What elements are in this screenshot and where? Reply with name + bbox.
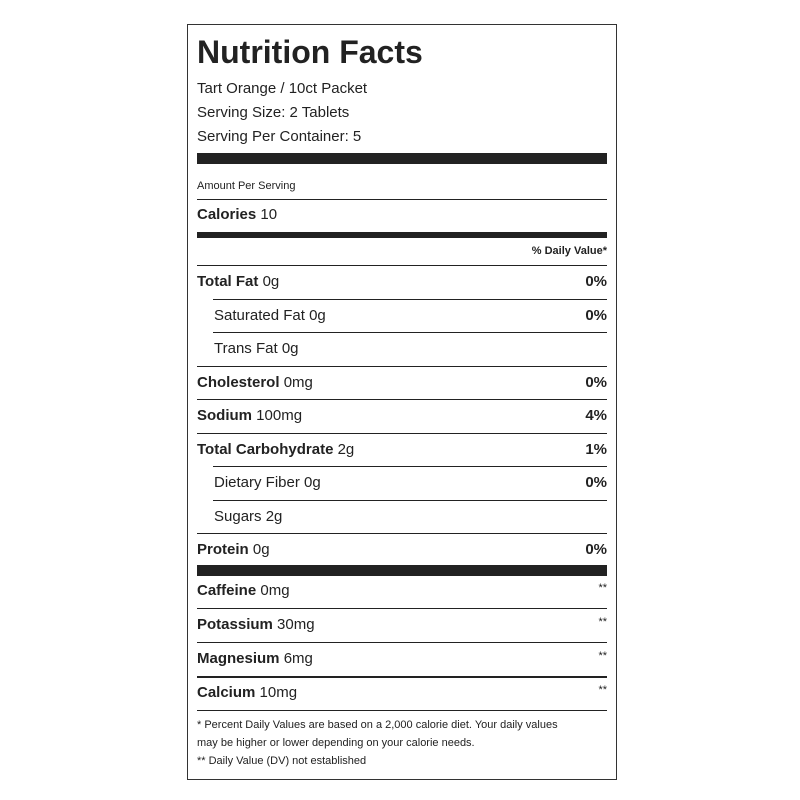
- product: Tart Orange / 10ct Packet: [197, 80, 368, 97]
- nutrient-name: Caffeine: [197, 582, 257, 599]
- serving-size: Serving Size: 2 Tablets: [197, 104, 350, 121]
- nutrient-amount: 0g: [262, 273, 280, 290]
- rule: [197, 676, 607, 678]
- nutrient-name: Calcium: [197, 684, 256, 701]
- footnote: may be higher or lower depending on your…: [197, 737, 475, 749]
- thick-bar: [197, 232, 607, 238]
- rule: [197, 399, 607, 400]
- rule: [197, 199, 607, 200]
- nutrient-name: Protein: [197, 541, 249, 558]
- nutrient-amount: 2g: [337, 440, 355, 458]
- sub-nutrient-row: Saturated Fat 0g: [214, 306, 326, 326]
- nutrient-amount: 30mg: [277, 616, 315, 633]
- nutrient-amount: 100mg: [256, 407, 303, 424]
- daily-value: **: [598, 616, 607, 628]
- daily-value: 0%: [585, 541, 607, 558]
- dv-header: % Daily Value*: [531, 245, 607, 257]
- sub-nutrient-row: Dietary Fiber 0g: [214, 473, 321, 493]
- calories: Calories 10: [197, 205, 277, 225]
- nutrient-row: Cholesterol 0mg: [197, 373, 313, 393]
- nutrient-row: Protein 0g: [197, 540, 270, 560]
- label-border: [187, 24, 617, 780]
- rule: [213, 500, 607, 501]
- nutrient-row: Caffeine 0mg: [197, 581, 290, 601]
- daily-value: 4%: [585, 407, 607, 424]
- sub-nutrient-row: Trans Fat 0g: [214, 339, 299, 359]
- nutrient-name: Sodium: [197, 407, 252, 424]
- nutrient-amount: 10mg: [259, 684, 298, 701]
- rule: [197, 433, 607, 434]
- amount-per-serving: Amount Per Serving: [197, 180, 296, 192]
- title: Nutrition Facts: [197, 34, 423, 70]
- daily-value: **: [598, 582, 607, 594]
- thick-bar: [197, 153, 607, 164]
- rule: [197, 265, 607, 266]
- nutrient-name: Sugars: [214, 507, 262, 525]
- nutrient-name: Magnesium: [197, 650, 280, 667]
- rule: [213, 299, 607, 300]
- footnote: ** Daily Value (DV) not established: [197, 755, 367, 767]
- footnote: * Percent Daily Values are based on a 2,…: [197, 719, 558, 731]
- nutrient-amount: 0mg: [283, 373, 313, 391]
- nutrient-amount: 0g: [309, 306, 326, 324]
- nutrient-name: Total Carbohydrate: [197, 440, 334, 458]
- nutrient-row: Magnesium 6mg: [197, 649, 313, 669]
- daily-value: **: [598, 650, 607, 662]
- daily-value: **: [598, 684, 607, 696]
- nutrient-amount: 0mg: [260, 582, 290, 599]
- daily-value: 0%: [585, 474, 607, 491]
- nutrient-name: Total Fat: [197, 273, 259, 290]
- sub-nutrient-row: Sugars 2g: [214, 507, 282, 527]
- nutrient-name: Potassium: [197, 616, 273, 633]
- nutrient-name: Trans Fat: [214, 340, 278, 357]
- nutrient-row: Calcium 10mg: [197, 683, 297, 703]
- nutrient-amount: 0g: [252, 541, 270, 558]
- rule: [197, 533, 607, 534]
- nutrient-name: Cholesterol: [197, 373, 280, 391]
- thick-bar: [197, 565, 607, 576]
- nutrient-row: Sodium 100mg: [197, 406, 302, 426]
- servings: Serving Per Container: 5: [197, 128, 362, 145]
- nutrient-row: Total Fat 0g: [197, 272, 279, 292]
- nutrient-name: Saturated Fat: [214, 306, 305, 324]
- nutrient-amount: 2g: [265, 507, 283, 525]
- daily-value: 0%: [585, 306, 607, 324]
- nutrient-row: Potassium 30mg: [197, 615, 315, 635]
- daily-value: 0%: [585, 373, 607, 391]
- rule: [213, 466, 607, 467]
- daily-value: 0%: [585, 273, 607, 290]
- calories-label: Calories: [197, 206, 257, 223]
- nutrient-amount: 0g: [304, 474, 321, 491]
- nutrient-amount: 0g: [281, 340, 299, 357]
- rule: [197, 608, 607, 609]
- rule: [197, 366, 607, 367]
- rule: [213, 332, 607, 333]
- nutrient-amount: 6mg: [283, 650, 313, 667]
- rule: [197, 710, 607, 711]
- nutrient-name: Dietary Fiber: [214, 474, 300, 491]
- calories-value: 10: [260, 206, 278, 223]
- nutrient-row: Total Carbohydrate 2g: [197, 440, 354, 460]
- daily-value: 1%: [585, 440, 607, 458]
- rule: [197, 642, 607, 643]
